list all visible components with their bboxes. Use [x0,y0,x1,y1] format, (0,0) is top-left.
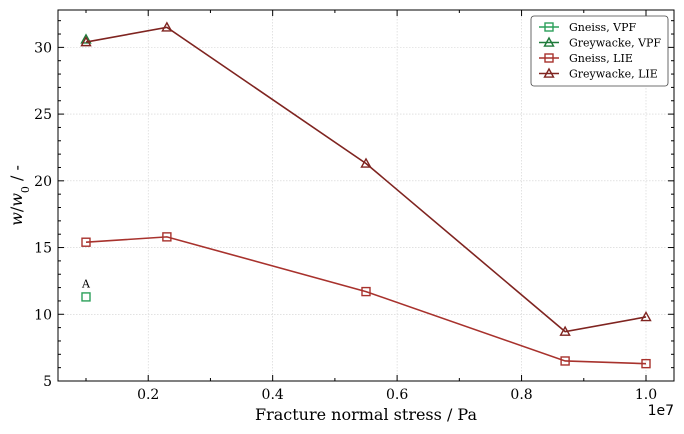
legend-entry: Gneiss, VPF [539,21,637,34]
legend-box [530,15,669,87]
series-3 [80,21,652,336]
data-point [360,157,372,168]
data-point [640,311,652,322]
y-tick-label: 10 [34,307,52,323]
x-tick-label: 0.4 [262,387,284,403]
legend-label: Greywacke, LIE [569,68,658,81]
data-point [80,33,92,44]
x-tick-label: 0.2 [137,387,159,403]
data-point [641,358,651,369]
annotation-label: A [81,278,91,291]
legend-marker [543,67,555,78]
data-point [361,286,371,297]
x-tick-label: 0.6 [386,387,408,403]
data-point [161,21,173,32]
plot-frame [57,9,675,382]
data-point [162,232,172,242]
legend-label: Gneiss, VPF [569,21,637,34]
legend-marker [544,53,554,63]
data-point [559,325,571,336]
series-layer [80,21,652,369]
y-axis-label: w/w0 / - [7,165,32,226]
data-point [81,237,91,247]
y-tick-label: 25 [34,107,52,123]
ticks: 0.2 0.4 0.6 0.8 1.0 5 10 15 20 25 30 [34,10,674,403]
series-line [85,236,647,365]
legend-entry: Gneiss, LIE [539,52,633,65]
legend-marker [543,36,555,47]
series-1 [80,33,92,44]
x-tick-label: 0.8 [510,387,532,403]
x-tick-label: 1.0 [635,387,657,403]
legend: Gneiss, VPF Greywacke, VPF Gneiss, LIE Grey… [530,15,669,87]
legend-entry: Greywacke, LIE [539,68,658,81]
legend-entry: Greywacke, VPF [539,37,661,50]
legend-label: Greywacke, VPF [569,37,661,50]
annotations: A [81,278,91,291]
data-point [560,356,570,366]
x-axis-label: Fracture normal stress / Pa [255,405,477,424]
legend-label: Gneiss, LIE [569,52,633,65]
series-line [85,26,647,333]
data-point [81,292,91,302]
legend-marker [544,22,554,32]
data-point [80,36,92,47]
y-tick-label: 15 [34,241,52,257]
series-2 [81,232,651,369]
y-tick-label: 5 [43,374,52,390]
series-0 [81,292,91,302]
y-tick-label: 30 [34,40,52,56]
x-offset-label: 1e7 [648,403,674,419]
y-tick-label: 20 [34,174,52,190]
